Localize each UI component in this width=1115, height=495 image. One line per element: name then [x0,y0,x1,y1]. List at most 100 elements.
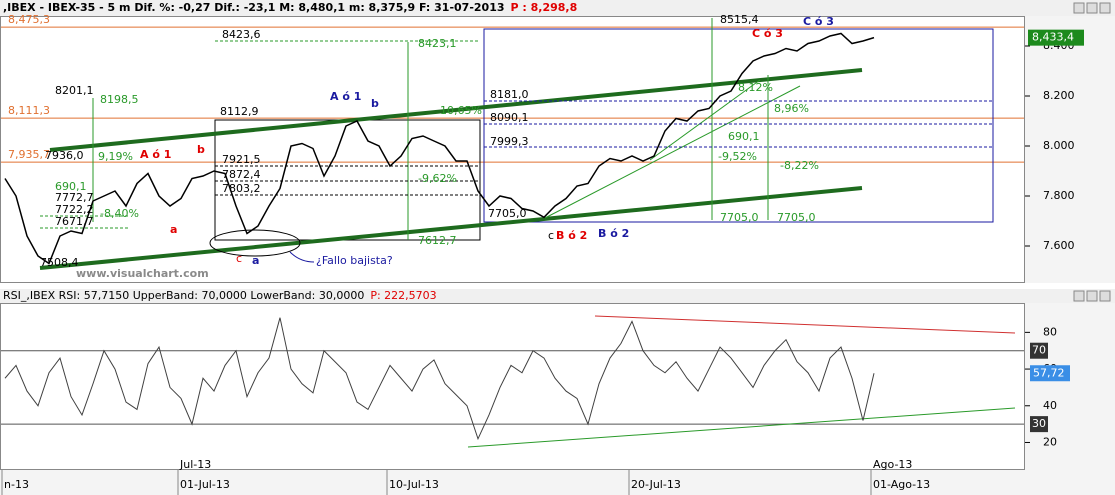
annotation: -8,22% [780,159,819,172]
annotation: a [252,254,259,267]
annotation: 7872,4 [222,168,261,181]
last-value-tag [1030,365,1070,382]
band-tag [1030,342,1048,359]
annotation: B ó 2 [556,229,587,242]
annotation: 7999,3 [490,135,529,148]
last-price-tag [1028,29,1084,46]
y-tick-label: 20 [1043,435,1057,448]
annotation: 8423,6 [222,28,261,41]
title-extra: P: 222,5703 [370,289,436,302]
last-price-label: 8,433,4 [1032,31,1074,44]
x-tick-label: 20-Jul-13 [631,478,681,491]
annotation: 8090,1 [490,111,529,124]
drawing [544,85,801,219]
band-tag [1030,416,1048,433]
annotation: 7705,0 [777,211,816,224]
annotation: 8112,9 [220,105,259,118]
annotation: B ó 2 [598,227,629,240]
annotation: 7612,7 [418,234,457,247]
annotation: 7722,2 [55,203,94,216]
annotation: 7803,2 [222,182,261,195]
panel-border [0,16,1025,283]
drawing [649,79,761,161]
panel-title: RSI_,IBEX RSI: 57,7150 UpperBand: 70,000… [3,289,437,302]
annotation: A ó 1 [330,90,361,103]
y-tick-label: 7.600 [1043,239,1075,252]
annotation: 7671,7 [55,215,94,228]
window-button[interactable] [1086,290,1098,302]
price-line [4,32,875,265]
annotation: 8198,5 [100,93,139,106]
x-month-label: Ago-13 [873,458,912,471]
annotation: b [197,143,205,156]
annotation: -8,40% [100,207,139,220]
window-button[interactable] [1073,2,1085,14]
x-tick-label: 10-Jul-13 [389,478,439,491]
header-bar [0,0,1115,16]
annotation: b [371,97,379,110]
axis-area [0,470,1025,495]
annotation: 8,96% [774,102,809,115]
annotation: C ó 3 [752,27,783,40]
title-text: RSI_,IBEX RSI: 57,7150 UpperBand: 70,000… [3,289,364,302]
annotation: 8515,4 [720,13,759,26]
title-extra: P : 8,298,8 [511,1,578,14]
drawing [289,251,315,263]
annotation: 690,1 [55,180,87,193]
window-button[interactable] [1099,2,1111,14]
annotation: -9,62% [418,172,457,185]
annotation: 7508,4 [40,256,79,269]
band-label: 30 [1032,417,1046,430]
window-button[interactable] [1073,290,1085,302]
x-tick-label: 01-Jul-13 [180,478,230,491]
header-bar [0,289,1115,303]
annotation: C ó 3 [803,15,834,28]
x-month-label: Jul-13 [179,458,211,471]
annotation: 7921,5 [222,153,261,166]
annotation: A ó 1 [140,148,171,161]
window-button[interactable] [1086,2,1098,14]
last-value-label: 57,72 [1033,366,1065,379]
annotation: 10,65% [440,104,482,117]
drawing [483,28,994,223]
x-tick-label: n-13 [4,478,29,491]
chart-title: ,IBEX - IBEX-35 - 5 m Dif. %: -0,27 Dif.… [3,1,577,14]
annotation: 7772,7 [55,191,94,204]
annotation: -9,52% [718,150,757,163]
y-tick-label: 7.800 [1043,189,1075,202]
annotation: 690,1 [728,130,760,143]
annotation: 7936,0 [45,149,84,162]
level-label: 8,111,3 [8,104,50,117]
y-tick-label: 8.200 [1043,89,1075,102]
title-text: ,IBEX - IBEX-35 - 5 m Dif. %: -0,27 Dif.… [3,1,505,14]
annotation: www.visualchart.com [76,267,209,280]
drawing [209,229,301,257]
level-label: 8,475,3 [8,13,50,26]
window-button[interactable] [1099,290,1111,302]
annotation: 8,12% [738,81,773,94]
y-tick-label: 8.000 [1043,139,1075,152]
annotation: c [548,229,554,242]
drawing [467,407,1016,448]
annotation: 8201,1 [55,84,94,97]
x-tick-label: 01-Ago-13 [873,478,930,491]
y-tick-label: 40 [1043,399,1057,412]
annotation: 8423,1 [418,37,457,50]
annotation: 7705,0 [488,207,527,220]
level-label: 7,935,7 [8,148,50,161]
rsi-line [4,317,875,441]
axis-area [1025,16,1115,283]
annotation: a [170,223,177,236]
annotation: 8181,0 [490,88,529,101]
annotation: 9,19% [98,150,133,163]
band-label: 70 [1032,344,1046,357]
annotation: c [236,252,242,265]
y-tick-label: 80 [1043,325,1057,338]
annotation: 7705,0 [720,211,759,224]
drawing [49,68,863,152]
drawing [594,315,1016,334]
axis-area [1025,303,1115,495]
